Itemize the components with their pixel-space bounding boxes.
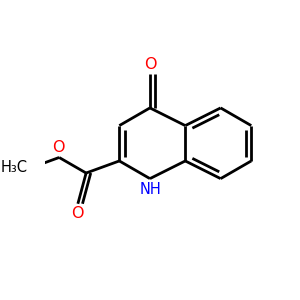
Text: O: O	[72, 206, 84, 221]
Text: NH: NH	[140, 182, 162, 197]
Text: O: O	[144, 57, 156, 72]
Text: H₃C: H₃C	[1, 160, 28, 175]
Text: O: O	[52, 140, 64, 155]
